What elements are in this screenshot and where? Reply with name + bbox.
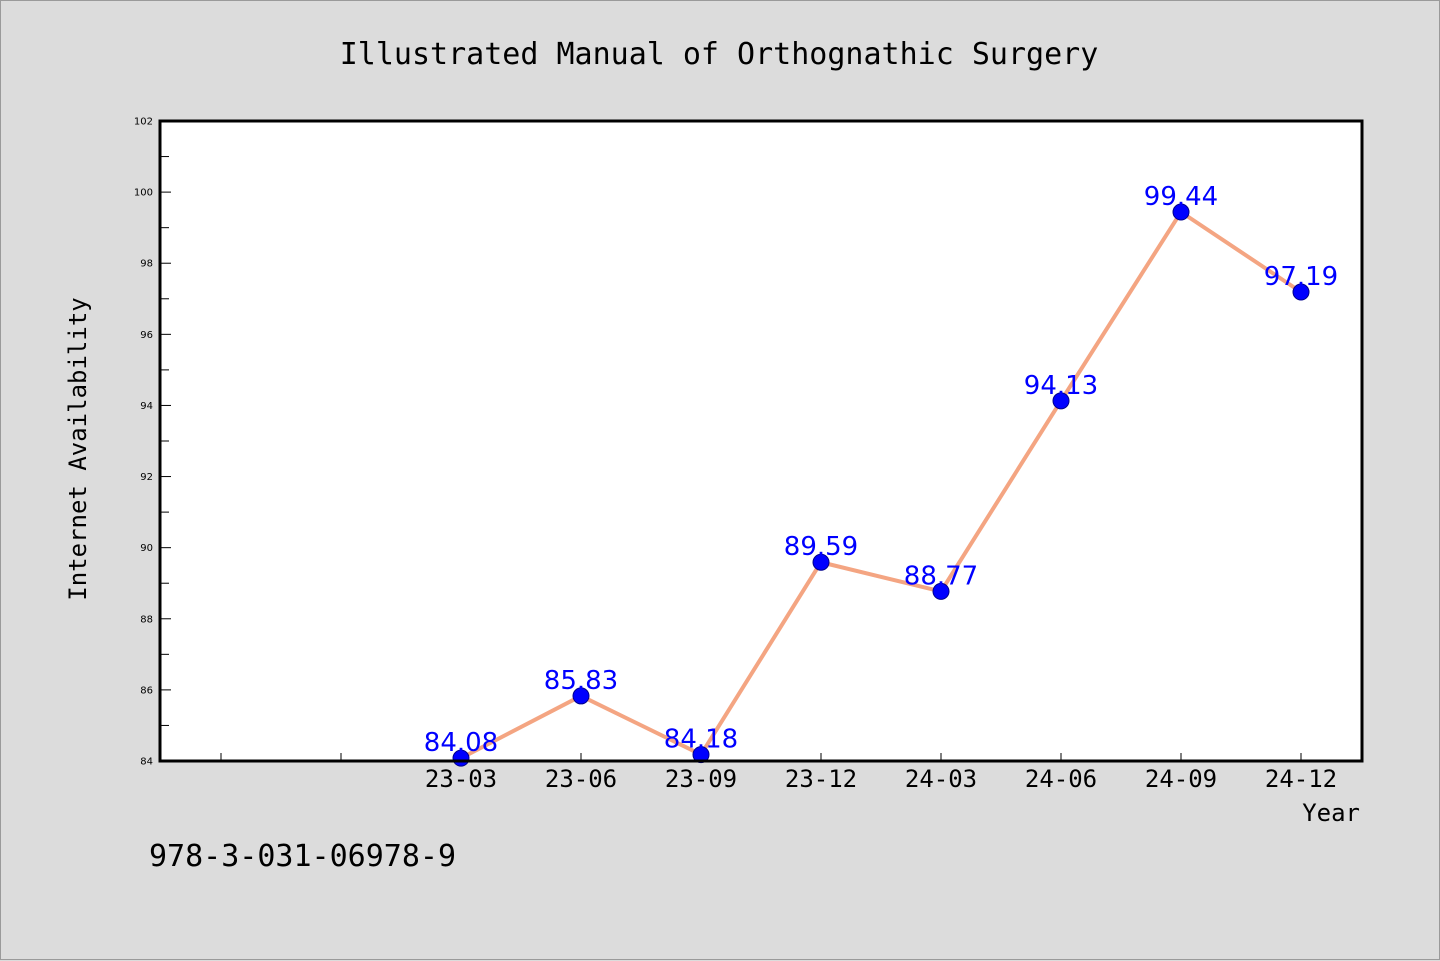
data-point <box>1052 392 1070 410</box>
data-labels: 84.08 85.83 84.18 89.59 88.77 94.13 99.44 97.19 <box>424 182 1338 758</box>
y-tick-label: 86 <box>140 685 153 696</box>
data-label: 88.77 <box>904 561 978 591</box>
x-tick-label: 24-12 <box>1265 765 1337 793</box>
data-label: 94.13 <box>1024 371 1098 401</box>
x-tick-label: 23-09 <box>665 765 737 793</box>
x-axis-label: Year <box>1302 799 1360 827</box>
data-label: 89.59 <box>784 532 858 562</box>
footnote: 978-3-031-06978-9 <box>149 839 456 874</box>
series-markers <box>452 203 1310 767</box>
x-tick-label: 24-06 <box>1025 765 1097 793</box>
x-axis-ticks: 23-03 23-06 23-09 23-12 24-03 24-06 24-09 24-12 <box>220 753 1337 793</box>
x-tick-label: 24-03 <box>905 765 977 793</box>
data-point <box>572 687 590 705</box>
y-tick-label: 90 <box>140 543 153 554</box>
y-tick-label: 94 <box>140 401 153 412</box>
data-point <box>932 582 950 600</box>
data-label: 85.83 <box>544 666 618 696</box>
x-tick-label: 23-06 <box>545 765 617 793</box>
y-tick-label: 84 <box>140 757 153 768</box>
y-tick-label: 98 <box>140 259 153 270</box>
y-tick-label: 92 <box>140 472 153 483</box>
x-tick-label: 24-09 <box>1145 765 1217 793</box>
data-label: 97.19 <box>1264 262 1338 292</box>
data-label: 84.18 <box>664 725 738 755</box>
y-tick-label: 88 <box>140 614 153 625</box>
data-label: 84.08 <box>424 728 498 758</box>
x-tick-label: 23-03 <box>425 765 497 793</box>
chart-title: Illustrated Manual of Orthognathic Surge… <box>340 37 1099 72</box>
plot-frame <box>158 119 1364 763</box>
y-axis-ticks: 84 86 88 90 92 94 96 98 100 102 <box>134 117 171 768</box>
data-point <box>1172 203 1190 221</box>
data-point <box>1292 283 1310 301</box>
x-tick-label: 23-12 <box>785 765 857 793</box>
y-tick-label: 102 <box>134 117 153 128</box>
data-point <box>812 553 830 571</box>
y-axis-label: Internet Availability <box>64 297 92 600</box>
plot-area <box>160 121 1362 761</box>
data-label: 99.44 <box>1144 182 1218 212</box>
series-line <box>459 210 1303 761</box>
data-point <box>692 746 710 764</box>
y-tick-label: 100 <box>134 188 153 199</box>
y-tick-label: 96 <box>140 330 153 341</box>
